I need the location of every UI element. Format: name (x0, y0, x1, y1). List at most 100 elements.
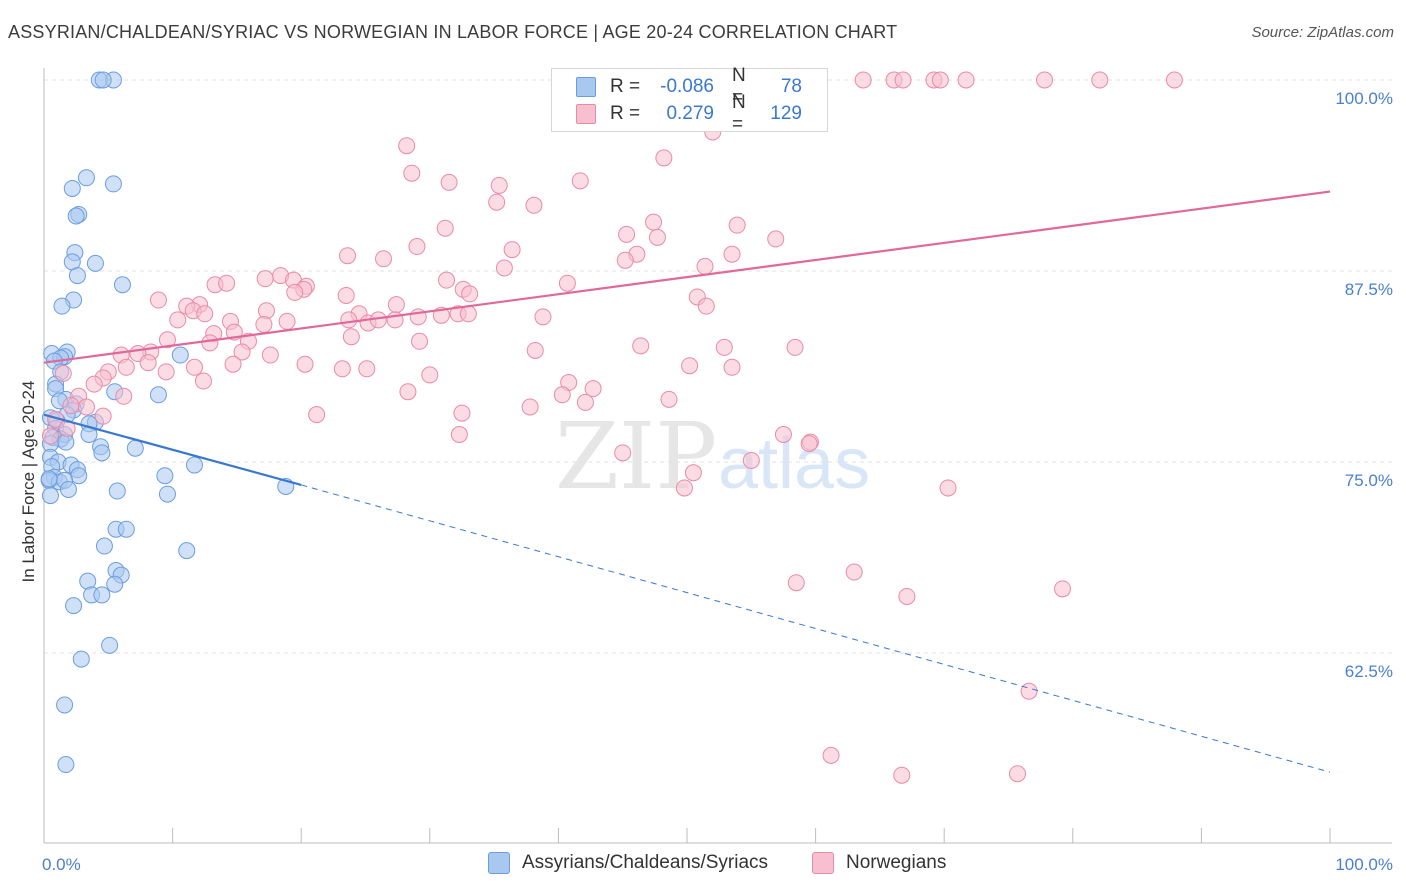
data-point (53, 297, 71, 315)
data-point (41, 427, 59, 445)
trend-line (43, 190, 1331, 364)
data-point (490, 176, 508, 194)
data-point (558, 274, 576, 292)
data-point (893, 766, 911, 784)
data-point (436, 219, 454, 237)
legend-swatch-assyrians (488, 852, 510, 874)
data-point (1036, 71, 1054, 89)
data-point (411, 332, 429, 350)
chart-source: Source: ZipAtlas.com (1251, 24, 1394, 41)
data-point (375, 250, 393, 268)
data-point (157, 363, 175, 381)
trend-line (43, 413, 302, 486)
data-point (648, 228, 666, 246)
correlation-legend: R = -0.086 N = 78 R = 0.279 N = 129 (551, 65, 828, 135)
data-point (675, 479, 693, 497)
data-point (86, 254, 104, 272)
data-point (158, 485, 176, 503)
data-point (461, 285, 479, 303)
data-point (715, 338, 733, 356)
data-point (387, 296, 405, 314)
data-point (614, 444, 632, 462)
data-point (169, 311, 187, 329)
data-point (77, 169, 95, 187)
y-tick-label: 75.0% (1345, 471, 1393, 490)
data-point (101, 636, 119, 654)
data-point (95, 537, 113, 555)
data-point (218, 274, 236, 292)
data-point (337, 286, 355, 304)
legend-swatch-norwegians (812, 852, 834, 874)
data-point (185, 358, 203, 376)
y-tick-label: 62.5% (1345, 662, 1393, 681)
data-point (697, 297, 715, 315)
data-point (576, 393, 594, 411)
trend-line-extension (301, 484, 1331, 773)
data-point (233, 343, 251, 361)
data-point (786, 338, 804, 356)
data-point (438, 271, 456, 289)
data-point (139, 354, 157, 372)
data-point (224, 355, 242, 373)
x-tick-label: 0.0% (42, 855, 81, 874)
data-point (65, 597, 83, 615)
data-point (957, 71, 975, 89)
legend-item-assyrians[interactable]: Assyrians/Chaldeans/Syriacs (488, 852, 768, 874)
data-point (85, 375, 103, 393)
data-point (149, 291, 167, 309)
data-point (257, 302, 275, 320)
data-point (158, 331, 176, 349)
data-point (278, 312, 296, 330)
zipatlas-watermark: ZIP atlas (555, 403, 870, 510)
y-tick-label: 100.0% (1335, 89, 1393, 108)
data-point (94, 407, 112, 425)
data-point (618, 225, 636, 243)
legend-swatch-norwegians (576, 104, 596, 124)
data-point (308, 406, 326, 424)
data-point (660, 390, 678, 408)
watermark-zip: ZIP (555, 403, 717, 510)
data-point (117, 520, 135, 538)
data-point (104, 175, 122, 193)
data-point (553, 386, 571, 404)
data-point (1054, 580, 1072, 598)
data-point (521, 398, 539, 416)
data-point (333, 360, 351, 378)
data-point (939, 479, 957, 497)
data-point (171, 346, 189, 364)
legend-n-label: N = (732, 92, 746, 135)
data-point (106, 575, 124, 593)
data-point (822, 746, 840, 764)
data-point (1020, 682, 1038, 700)
data-point (93, 444, 111, 462)
data-point (723, 358, 741, 376)
data-point (488, 193, 506, 211)
data-point (178, 542, 196, 560)
data-point (645, 213, 663, 231)
watermark-atlas: atlas (718, 424, 870, 504)
data-point (898, 587, 916, 605)
data-point (296, 355, 314, 373)
legend-label-assyrians: Assyrians/Chaldeans/Syriacs (522, 852, 769, 873)
data-point (77, 398, 95, 416)
legend-row-assyrians: R = -0.086 N = 78 (576, 65, 802, 108)
data-point (57, 756, 75, 774)
data-point (40, 470, 58, 488)
data-point (255, 315, 273, 333)
data-point (774, 425, 792, 443)
data-point (72, 650, 90, 668)
data-point (67, 207, 85, 225)
legend-n-value: 129 (770, 103, 802, 124)
data-point (94, 71, 112, 89)
data-point (684, 464, 702, 482)
data-point (1165, 71, 1183, 89)
data-point (616, 251, 634, 269)
data-point (450, 425, 468, 443)
data-point (62, 396, 80, 414)
data-point (696, 257, 714, 275)
data-point (854, 71, 872, 89)
legend-item-norwegians[interactable]: Norwegians (812, 852, 946, 874)
legend-r-label: R = (610, 76, 641, 97)
data-point (632, 337, 650, 355)
